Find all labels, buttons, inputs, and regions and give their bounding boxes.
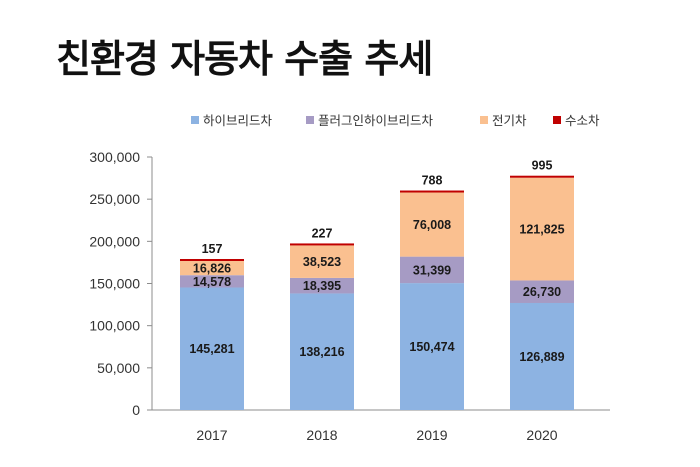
bar-segment — [180, 275, 244, 288]
bar-segment — [400, 192, 464, 257]
data-label: 18,395 — [303, 279, 341, 293]
data-label: 121,825 — [519, 223, 564, 237]
chart-title: 친환경 자동차 수출 추세 — [56, 37, 433, 81]
data-label: 788 — [422, 174, 443, 188]
data-label: 138,216 — [299, 345, 344, 359]
data-label: 76,008 — [413, 218, 451, 232]
legend-swatch — [306, 116, 314, 124]
legend-label: 플러그인하이브리드차 — [318, 113, 434, 128]
data-label: 227 — [312, 226, 333, 240]
y-tick-label: 0 — [132, 402, 140, 418]
bar-segment — [180, 287, 244, 410]
data-label: 31,399 — [413, 263, 451, 277]
data-label: 145,281 — [189, 342, 234, 356]
y-tick-label: 250,000 — [89, 191, 140, 207]
legend-swatch — [480, 116, 488, 124]
bar-segment — [290, 245, 354, 278]
y-tick-label: 50,000 — [97, 360, 140, 376]
bar-segment — [290, 243, 354, 246]
y-tick-label: 100,000 — [89, 318, 140, 334]
y-tick-label: 150,000 — [89, 276, 140, 292]
y-tick-label: 200,000 — [89, 233, 140, 249]
bar-segment — [510, 177, 574, 281]
legend-swatch — [553, 116, 561, 124]
bar-segment — [510, 302, 574, 410]
bar-segment — [400, 283, 464, 410]
data-label: 26,730 — [523, 285, 561, 299]
x-tick-label: 2017 — [196, 427, 227, 443]
x-tick-label: 2018 — [306, 427, 337, 443]
bar-segment — [400, 190, 464, 193]
x-tick-label: 2020 — [526, 427, 557, 443]
bar-segment — [180, 258, 244, 261]
data-label: 38,523 — [303, 255, 341, 269]
data-label: 995 — [532, 159, 553, 173]
data-label: 157 — [202, 242, 223, 256]
bar-segment — [510, 280, 574, 303]
legend-swatch — [191, 116, 199, 124]
legend-label: 전기차 — [492, 113, 527, 128]
data-label: 150,474 — [409, 340, 454, 354]
y-tick-label: 300,000 — [89, 149, 140, 165]
bar-segment — [510, 175, 574, 178]
legend-label: 수소차 — [565, 113, 600, 128]
bar-segment — [400, 256, 464, 284]
bar-segment — [290, 293, 354, 410]
x-tick-label: 2019 — [416, 427, 447, 443]
data-label: 16,826 — [193, 262, 231, 276]
bar-segment — [180, 260, 244, 276]
data-label: 14,578 — [193, 275, 231, 289]
data-label: 126,889 — [519, 350, 564, 364]
bar-segment — [290, 277, 354, 294]
legend-label: 하이브리드차 — [203, 113, 273, 128]
